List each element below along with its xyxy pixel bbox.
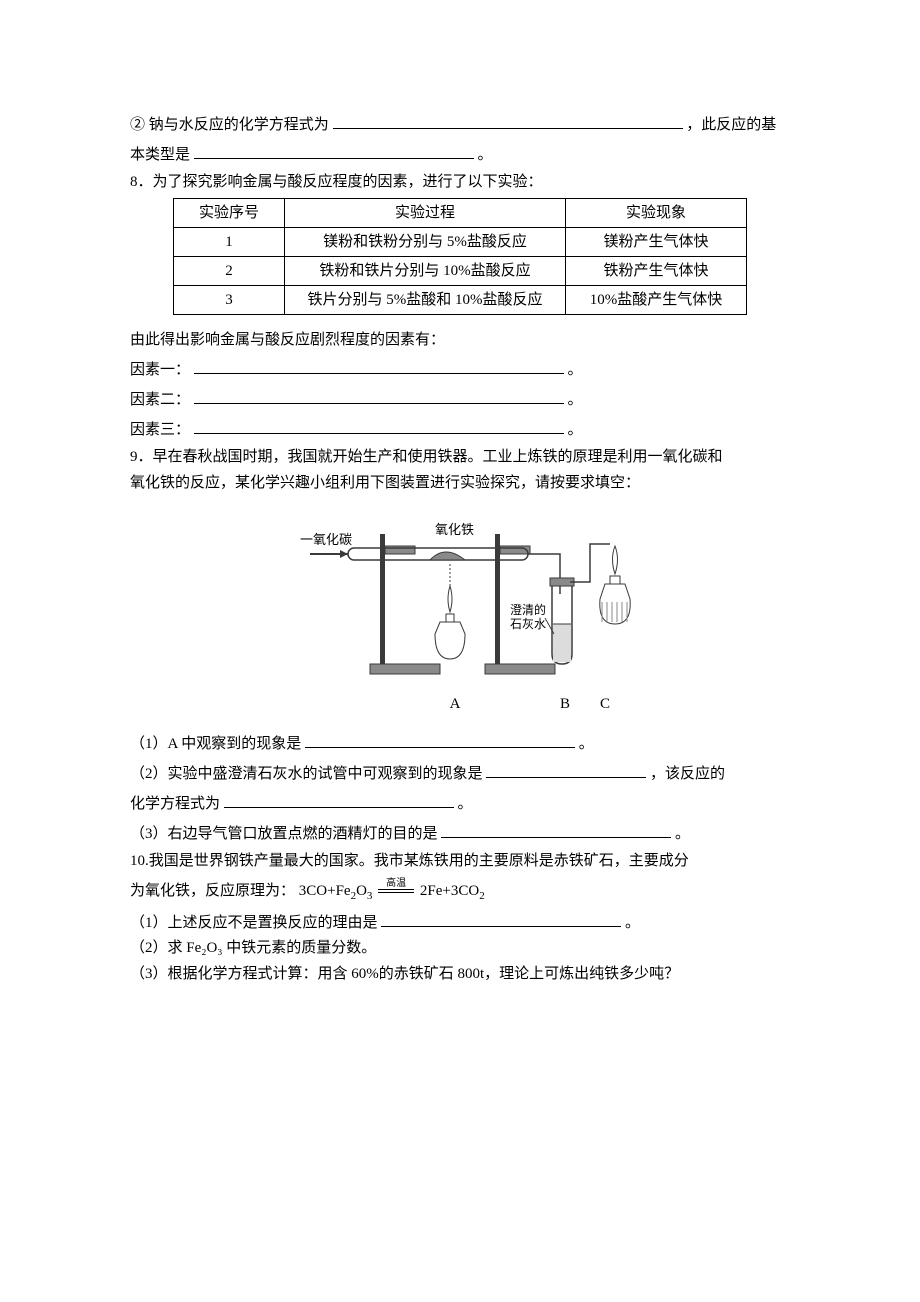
q10-p1-pre: （1）上述反应不是置换反应的理由是 <box>130 915 378 931</box>
q9-diagram-wrap: 一氧化碳 氧化铁澄清的石灰水 A B C <box>130 504 790 725</box>
factor1-blank[interactable] <box>194 355 564 374</box>
factor2-label: 因素二： <box>130 392 190 408</box>
table-cell: 铁粉产生气体快 <box>566 257 747 286</box>
table-cell: 铁片分别与 5%盐酸和 10%盐酸反应 <box>285 286 566 315</box>
q9-intro2: 氧化铁的反应，某化学兴趣小组利用下图装置进行实验探究，请按要求填空： <box>130 471 790 497</box>
q9-p1: （1）A 中观察到的现象是 。 <box>130 729 790 759</box>
svg-text:石灰水: 石灰水 <box>510 617 546 631</box>
label-B: B <box>560 696 570 712</box>
q10-p1-blank[interactable] <box>381 908 621 927</box>
table-cell: 铁粉和铁片分别与 10%盐酸反应 <box>285 257 566 286</box>
q10-p1-post: 。 <box>625 915 640 931</box>
table-header-row: 实验序号 实验过程 实验现象 <box>174 199 747 228</box>
table-cell: 10%盐酸产生气体快 <box>566 286 747 315</box>
q10-intro2: 为氧化铁，反应原理为： 3CO+Fe2O3 高温 2Fe+3CO2 <box>130 875 790 908</box>
eq-mid: O <box>356 883 367 899</box>
q2-line2-pre: 本类型是 <box>130 147 190 163</box>
col-phen: 实验现象 <box>566 199 747 228</box>
q8-factor1: 因素一： 。 <box>130 355 790 385</box>
q9-p1-blank[interactable] <box>305 729 575 748</box>
table-cell: 镁粉和铁粉分别与 5%盐酸反应 <box>285 228 566 257</box>
table-cell: 3 <box>174 286 285 315</box>
labels-svg: A B C <box>270 692 650 714</box>
q2-line1-post: ，此反应的基 <box>686 117 776 133</box>
eq-sub2: 3 <box>367 890 373 902</box>
q8-intro: 8．为了探究影响金属与酸反应程度的因素，进行了以下实验： <box>130 170 790 194</box>
q10-p1: （1）上述反应不是置换反应的理由是 。 <box>130 908 790 937</box>
q2-line2: 本类型是 。 <box>130 140 790 170</box>
svg-text:氧化铁: 氧化铁 <box>435 522 474 537</box>
q2-line1-pre: ② 钠与水反应的化学方程式为 <box>130 117 329 133</box>
q9-p2b-pre: 化学方程式为 <box>130 796 220 812</box>
q9-p3-blank[interactable] <box>441 819 671 838</box>
q9-p2: （2）实验中盛澄清石灰水的试管中可观察到的现象是 ，该反应的 <box>130 759 790 789</box>
q2-line1: ② 钠与水反应的化学方程式为 ，此反应的基 <box>130 110 790 140</box>
q9-p1-pre: （1）A 中观察到的现象是 <box>130 736 301 752</box>
q8-factor3: 因素三： 。 <box>130 415 790 445</box>
q8-table: 实验序号 实验过程 实验现象 1镁粉和铁粉分别与 5%盐酸反应镁粉产生气体快2铁… <box>173 198 747 315</box>
q2-blank1[interactable] <box>333 110 683 129</box>
factor2-blank[interactable] <box>194 385 564 404</box>
q2-blank2[interactable] <box>194 140 474 159</box>
q2-line2-post: 。 <box>478 147 493 163</box>
q8-factor2: 因素二： 。 <box>130 385 790 415</box>
q9-p3: （3）右边导气管口放置点燃的酒精灯的目的是 。 <box>130 819 790 849</box>
q9-diagram: 一氧化碳 氧化铁澄清的石灰水 A B C <box>270 504 650 725</box>
factor3-post: 。 <box>568 422 583 438</box>
table-cell: 1 <box>174 228 285 257</box>
col-proc: 实验过程 <box>285 199 566 228</box>
q8-conclude: 由此得出影响金属与酸反应剧烈程度的因素有： <box>130 325 790 355</box>
factor3-label: 因素三： <box>130 422 190 438</box>
q9-p1-post: 。 <box>579 736 594 752</box>
q10-p2: （2）求 Fe₂O₃ 中铁元素的质量分数。 <box>130 936 790 962</box>
q9-p2-blank[interactable] <box>486 759 646 778</box>
q10-p3: （3）根据化学方程式计算：用含 60%的赤铁矿石 800t，理论上可炼出纯铁多少… <box>130 962 790 988</box>
factor1-post: 。 <box>568 362 583 378</box>
q9-p2b-blank[interactable] <box>224 789 454 808</box>
diagram-bottom-labels: A B C <box>270 692 650 725</box>
factor1-label: 因素一： <box>130 362 190 378</box>
q9-p3-post: 。 <box>675 826 690 842</box>
svg-text:澄清的: 澄清的 <box>510 602 546 617</box>
q10-intro2-pre: 为氧化铁，反应原理为： <box>130 883 295 899</box>
q10-intro1: 10.我国是世界钢铁产量最大的国家。我市某炼铁用的主要原料是赤铁矿石，主要成分 <box>130 849 790 875</box>
svg-text:一氧化碳: 一氧化碳 <box>300 532 352 547</box>
label-C: C <box>600 696 610 712</box>
col-seq: 实验序号 <box>174 199 285 228</box>
eq-left: 3CO+Fe <box>299 883 351 899</box>
table-cell: 镁粉产生气体快 <box>566 228 747 257</box>
q8-table-body: 1镁粉和铁粉分别与 5%盐酸反应镁粉产生气体快2铁粉和铁片分别与 10%盐酸反应… <box>174 228 747 315</box>
table-row: 2铁粉和铁片分别与 10%盐酸反应铁粉产生气体快 <box>174 257 747 286</box>
q9-p3-pre: （3）右边导气管口放置点燃的酒精灯的目的是 <box>130 826 438 842</box>
factor3-blank[interactable] <box>194 415 564 434</box>
eq-cond: 高温 <box>376 879 416 889</box>
eq-sub3: 2 <box>479 890 485 902</box>
q9-p2b: 化学方程式为 。 <box>130 789 790 819</box>
q9-p2-post: ，该反应的 <box>650 766 725 782</box>
table-cell: 2 <box>174 257 285 286</box>
table-row: 1镁粉和铁粉分别与 5%盐酸反应镁粉产生气体快 <box>174 228 747 257</box>
q9-intro1: 9．早在春秋战国时期，我国就开始生产和使用铁器。工业上炼铁的原理是利用一氧化碳和 <box>130 445 790 471</box>
q9-p2b-post: 。 <box>458 796 473 812</box>
equation-arrow: 高温 <box>376 889 416 893</box>
table-row: 3铁片分别与 5%盐酸和 10%盐酸反应10%盐酸产生气体快 <box>174 286 747 315</box>
eq-right1: 2Fe+3CO <box>420 883 479 899</box>
q9-p2-pre: （2）实验中盛澄清石灰水的试管中可观察到的现象是 <box>130 766 483 782</box>
factor2-post: 。 <box>568 392 583 408</box>
apparatus-svg: 一氧化碳 氧化铁澄清的石灰水 <box>270 504 650 679</box>
label-A: A <box>450 696 461 712</box>
